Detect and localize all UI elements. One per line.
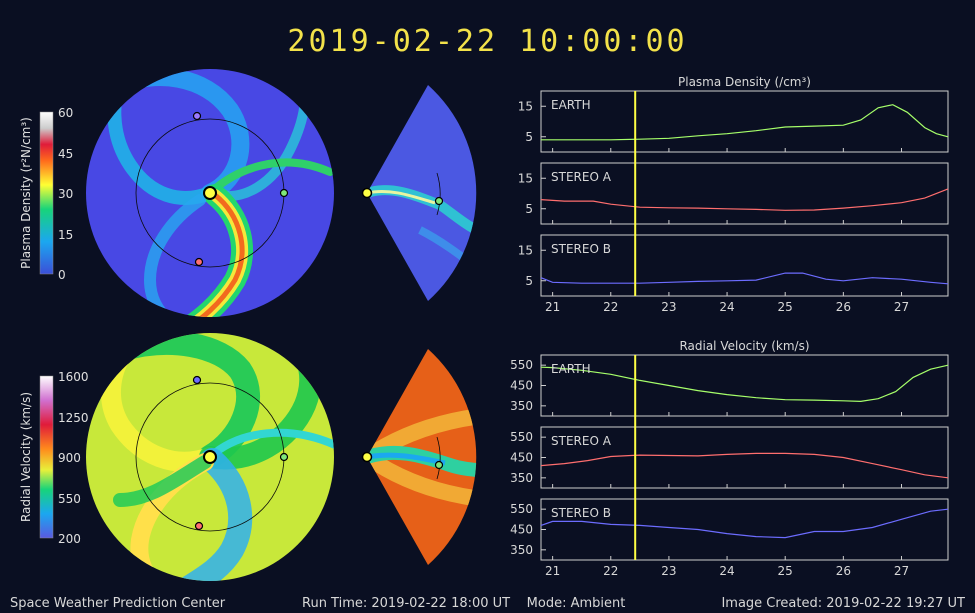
x-tick-label: 22 xyxy=(603,564,618,578)
sun-marker-density xyxy=(203,186,217,200)
time-series-charts: Plasma Density (/cm³) 5 15 EARTH 5 15 STEREO A… xyxy=(510,75,949,578)
density-meridional-wedge xyxy=(367,85,477,301)
velocity-tick: 200 xyxy=(58,532,81,546)
y-tick-label: 450 xyxy=(510,379,533,393)
stereo-b-marker xyxy=(192,111,202,121)
density-tick: 30 xyxy=(58,187,73,201)
y-tick-label: 550 xyxy=(510,358,533,372)
series-line-stereo-b xyxy=(540,508,949,539)
x-tick-label: 27 xyxy=(894,564,909,578)
panel-frame xyxy=(540,234,949,297)
y-tick-label: 450 xyxy=(510,523,533,537)
x-tick-label: 21 xyxy=(545,564,560,578)
y-tick-label: 550 xyxy=(510,430,533,444)
sun-marker-velocity xyxy=(203,450,217,464)
y-tick-label: 350 xyxy=(510,399,533,413)
date-time-title: 2019-02-22 10:00:00 xyxy=(287,24,688,59)
y-tick-label: 15 xyxy=(518,99,533,113)
panel-label: STEREO A xyxy=(551,434,612,448)
velocity-tick: 550 xyxy=(58,492,81,506)
x-tick-label: 24 xyxy=(719,564,734,578)
y-tick-label: 5 xyxy=(525,202,533,216)
x-tick-label: 25 xyxy=(778,300,793,314)
x-tick-label: 21 xyxy=(545,300,560,314)
density-tick: 0 xyxy=(58,268,66,282)
series-line-earth xyxy=(541,104,949,141)
velocity-tick: 1600 xyxy=(58,370,89,384)
y-tick-label: 350 xyxy=(510,543,533,557)
density-tick: 45 xyxy=(58,147,73,161)
earth-marker-wedge xyxy=(434,196,444,206)
sun-marker-wedge xyxy=(361,451,373,463)
x-tick-label: 25 xyxy=(778,564,793,578)
velocity-colorbar: Radial Velocity (km/s) 1600 1250 900 550… xyxy=(19,370,89,546)
panel-label: STEREO A xyxy=(551,170,612,184)
velocity-meridional-wedge xyxy=(367,349,477,565)
stereo-b-marker xyxy=(192,375,202,385)
y-tick-label: 450 xyxy=(510,451,533,465)
density-colorbar-label: Plasma Density (r²N/cm³) xyxy=(19,117,33,269)
x-tick-label: 27 xyxy=(894,300,909,314)
density-tick: 60 xyxy=(58,106,73,120)
velocity-colorbar-label: Radial Velocity (km/s) xyxy=(19,392,33,522)
velocity-tick: 1250 xyxy=(58,411,89,425)
y-tick-label: 550 xyxy=(510,502,533,516)
panel-label: EARTH xyxy=(551,362,591,376)
density-tick: 15 xyxy=(58,228,73,242)
panel-label: STEREO B xyxy=(551,242,611,256)
y-tick-label: 5 xyxy=(525,274,533,288)
series-line-earth xyxy=(540,364,949,403)
series-line-stereo-b xyxy=(540,272,949,285)
footer-image-created: Image Created: 2019-02-22 19:27 UT xyxy=(721,596,965,611)
velocity-tick: 900 xyxy=(58,451,81,465)
x-tick-label: 23 xyxy=(661,564,676,578)
earth-marker xyxy=(279,188,289,198)
x-tick-label: 26 xyxy=(836,564,851,578)
y-tick-label: 15 xyxy=(518,171,533,185)
chart-title: Plasma Density (/cm³) xyxy=(678,75,811,89)
x-tick-label: 22 xyxy=(603,300,618,314)
x-tick-label: 24 xyxy=(719,300,734,314)
footer-run-time: Run Time: 2019-02-22 18:00 UT Mode: Ambi… xyxy=(302,596,626,611)
earth-marker-wedge xyxy=(434,460,444,470)
chart-title: Radial Velocity (km/s) xyxy=(679,339,809,353)
panel-label: EARTH xyxy=(551,98,591,112)
panel-frame xyxy=(540,90,949,153)
density-colorbar: Plasma Density (r²N/cm³) 60 45 30 15 0 xyxy=(19,106,73,282)
sun-marker-wedge xyxy=(361,187,373,199)
panel-label: STEREO B xyxy=(551,506,611,520)
series-line-stereo-a xyxy=(540,452,949,479)
earth-marker xyxy=(279,452,289,462)
y-tick-label: 15 xyxy=(518,243,533,257)
stereo-a-marker xyxy=(194,257,204,267)
y-tick-label: 350 xyxy=(510,471,533,485)
footer-organization: Space Weather Prediction Center xyxy=(10,596,226,611)
y-tick-label: 5 xyxy=(525,130,533,144)
panel-frame xyxy=(540,354,949,417)
stereo-a-marker xyxy=(194,521,204,531)
panel-frame xyxy=(540,162,949,225)
x-tick-label: 23 xyxy=(661,300,676,314)
series-line-stereo-a xyxy=(540,188,949,211)
x-tick-label: 26 xyxy=(836,300,851,314)
